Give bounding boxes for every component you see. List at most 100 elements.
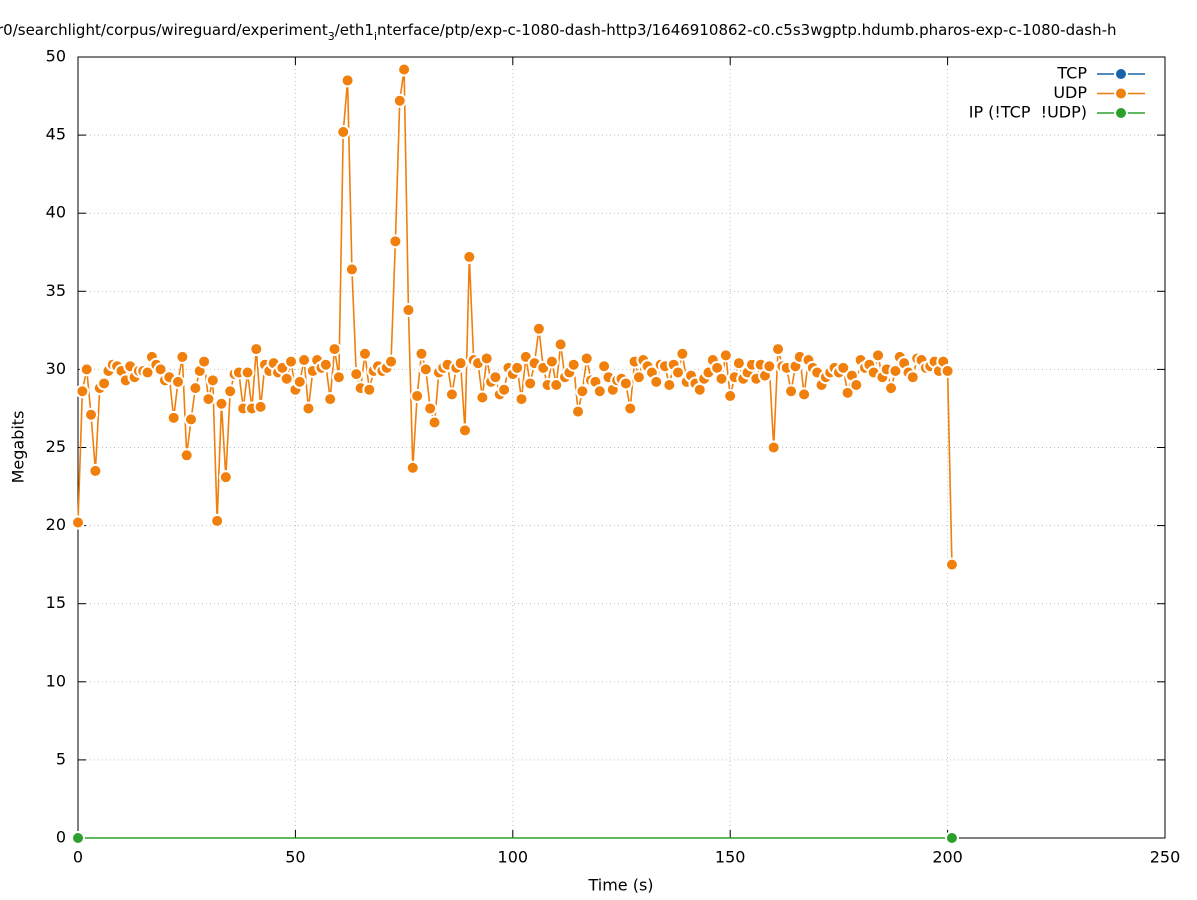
data-point <box>531 321 546 336</box>
data-point <box>731 356 746 371</box>
data-point <box>510 360 525 375</box>
data-point <box>327 342 342 357</box>
data-point <box>544 354 559 369</box>
y-tick-label: 40 <box>46 203 66 222</box>
data-point <box>88 463 103 478</box>
data-point <box>318 357 333 372</box>
y-tick-label: 25 <box>46 437 66 456</box>
chart-title: r0/searchlight/corpus/wireguard/experime… <box>0 21 1117 43</box>
data-point <box>549 378 564 393</box>
data-point <box>497 382 512 397</box>
data-point <box>444 387 459 402</box>
data-point <box>171 374 186 389</box>
data-point <box>362 382 377 397</box>
data-point <box>331 370 346 385</box>
data-point <box>223 384 238 399</box>
y-tick-label: 10 <box>46 671 66 690</box>
data-point <box>771 342 786 357</box>
data-point <box>662 378 677 393</box>
data-point <box>714 371 729 386</box>
data-point <box>392 93 407 108</box>
data-point <box>240 365 255 380</box>
data-point <box>784 384 799 399</box>
data-point <box>410 388 425 403</box>
x-axis-label: Time (s) <box>587 876 653 895</box>
x-tick-label: 150 <box>715 848 746 867</box>
legend-swatch <box>1114 67 1128 81</box>
data-point <box>214 396 229 411</box>
data-point <box>218 470 233 485</box>
y-axis-label: Megabits <box>9 411 28 484</box>
data-point <box>523 376 538 391</box>
data-point <box>384 354 399 369</box>
data-point <box>175 349 190 364</box>
data-point <box>97 376 112 391</box>
data-point <box>388 234 403 249</box>
data-point <box>284 354 299 369</box>
data-point <box>479 351 494 366</box>
data-point <box>179 448 194 463</box>
title-part: nterface/ptp/exp-c-1080-dash-http3/16469… <box>377 21 1117 39</box>
legend-label: UDP <box>1053 83 1087 102</box>
data-point <box>423 401 438 416</box>
series <box>71 831 959 845</box>
data-point <box>944 831 959 845</box>
data-point <box>71 831 85 845</box>
data-point <box>649 374 664 389</box>
data-point <box>253 399 268 414</box>
data-point <box>323 392 338 407</box>
data-point <box>884 381 899 396</box>
data-point <box>166 410 181 425</box>
data-point <box>414 346 429 361</box>
data-point <box>488 370 503 385</box>
data-point <box>618 376 633 391</box>
legend-label: IP (!TCP !UDP) <box>969 103 1087 122</box>
title-part: r0/searchlight/corpus/wireguard/experime… <box>0 21 328 39</box>
data-point <box>671 365 686 380</box>
title-part: /eth1 <box>335 21 374 39</box>
data-point <box>575 384 590 399</box>
y-tick-label: 15 <box>46 593 66 612</box>
x-tick-label: 200 <box>932 848 963 867</box>
data-point <box>197 354 212 369</box>
data-point <box>249 342 264 357</box>
data-point <box>762 359 777 374</box>
y-tick-label: 20 <box>46 515 66 534</box>
y-tick-label: 0 <box>56 828 66 847</box>
data-point <box>188 381 203 396</box>
data-point <box>840 385 855 400</box>
data-point <box>718 348 733 363</box>
data-point <box>344 262 359 277</box>
series <box>71 62 959 572</box>
data-point <box>401 303 416 318</box>
data-point <box>566 357 581 372</box>
data-point <box>836 360 851 375</box>
legend-swatch <box>1114 106 1128 120</box>
x-tick-label: 0 <box>73 848 83 867</box>
data-point <box>79 362 94 377</box>
data-point <box>336 124 351 139</box>
data-point <box>514 392 529 407</box>
data-point <box>453 356 468 371</box>
data-point <box>205 373 220 388</box>
data-point <box>201 392 216 407</box>
y-tick-label: 5 <box>56 749 66 768</box>
data-point <box>766 440 781 455</box>
data-point <box>184 412 199 427</box>
data-point <box>297 353 312 368</box>
legend-label: TCP <box>1056 64 1087 83</box>
x-tick-label: 50 <box>285 848 305 867</box>
data-point <box>427 415 442 430</box>
data-point <box>301 401 316 416</box>
data-point <box>462 249 477 264</box>
data-point <box>871 348 886 363</box>
data-point <box>340 73 355 88</box>
y-tick-label: 30 <box>46 359 66 378</box>
title-part: i <box>374 30 377 43</box>
data-point <box>944 557 959 572</box>
data-point <box>797 387 812 402</box>
data-point <box>723 388 738 403</box>
data-point <box>849 378 864 393</box>
